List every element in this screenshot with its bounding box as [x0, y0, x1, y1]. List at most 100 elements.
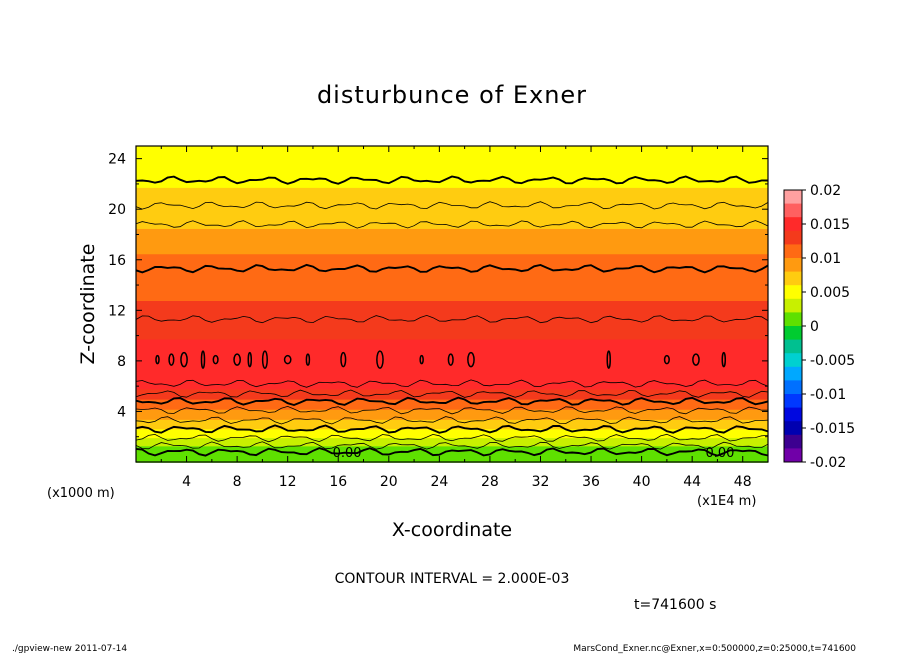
colorbar-band: [784, 285, 802, 300]
contour-line: [135, 441, 769, 450]
contour-band: [136, 168, 768, 188]
contour-cell: [155, 354, 160, 365]
contour-band: [136, 419, 768, 430]
contour-band: [136, 453, 768, 463]
contour-labels: 0.00 0.00: [333, 446, 735, 461]
x-tick-label: 40: [633, 474, 651, 490]
x-tick-label: 24: [430, 474, 448, 490]
y-tick-label: 20: [108, 202, 126, 218]
contour-band: [136, 319, 768, 340]
colorbar-band: [784, 312, 802, 327]
footer-left: ./gpview-new 2011-07-14: [12, 644, 127, 654]
contour-cell: [283, 354, 292, 365]
contour-cell: [467, 351, 475, 368]
contour-cell: [261, 350, 268, 369]
colorbar-tick-label: -0.015: [810, 421, 855, 437]
colorbar-band: [784, 380, 802, 395]
time-stamp: t=741600 s: [634, 597, 716, 613]
contour-band: [136, 367, 768, 380]
contour-cell: [447, 353, 454, 366]
contour-cell: [180, 351, 188, 368]
colorbar-tick-label: 0.005: [810, 285, 850, 301]
contour-line: [135, 175, 769, 185]
y-tick-label: 16: [108, 253, 126, 269]
contour-band: [136, 388, 768, 400]
colorbar-band: [784, 190, 802, 205]
contour-band: [136, 187, 768, 207]
contour-line: [135, 389, 769, 398]
plot-area: 0.00 0.00 4 8 12 16 20 24 28 32 36 40 44 48 48121620…: [108, 145, 769, 490]
chart-title: disturbunce of Exner: [317, 81, 587, 109]
contour-cell: [340, 351, 347, 368]
contour-lines: [135, 175, 769, 457]
x-tick-label: 20: [380, 474, 398, 490]
contour-band: [136, 408, 768, 420]
contour-cell: [692, 353, 700, 366]
contour-cell: [233, 353, 241, 366]
x-axis-label: X-coordinate: [392, 519, 512, 541]
colorbar-band: [784, 421, 802, 436]
colorbar-band: [784, 244, 802, 259]
contour-fill-bands: [136, 146, 768, 463]
x-tick-label: 48: [734, 474, 752, 490]
colorbar-band: [784, 434, 802, 449]
contour-cell: [376, 350, 384, 369]
contour-band: [136, 300, 768, 321]
x-tick-label: 36: [582, 474, 600, 490]
y-tick-label: 24: [108, 152, 126, 168]
contour-cell: [212, 354, 219, 365]
x-tick-label: 8: [233, 474, 242, 490]
x-tick-label: 44: [683, 474, 701, 490]
contour-line: [135, 201, 769, 210]
contour-line: [135, 405, 768, 415]
x-tick-label: 32: [532, 474, 550, 490]
contour-band: [136, 228, 768, 255]
contour-band: [136, 398, 768, 410]
contour-line: [135, 396, 769, 407]
y-axis-unit: (x1000 m): [47, 486, 115, 501]
colorbar-tick-label: 0: [810, 319, 819, 335]
colorbar-tick-label: -0.02: [810, 455, 846, 471]
convection-cells: [155, 350, 727, 369]
contour-cell: [606, 350, 611, 369]
y-tick-label: 12: [108, 303, 126, 319]
colorbar-band: [784, 258, 802, 273]
colorbar-band: [784, 394, 802, 409]
colorbar-band: [784, 407, 802, 422]
contour-line: [135, 416, 769, 425]
contour-label: 0.00: [333, 446, 362, 461]
colorbar-band: [784, 353, 802, 368]
contour-band: [136, 146, 768, 154]
contour-band: [136, 152, 768, 169]
contour-label: 0.00: [705, 446, 734, 461]
colorbar-band: [784, 448, 802, 463]
colorbar-band: [784, 217, 802, 232]
x-tick-label: 28: [481, 474, 499, 490]
x-tick-label: 12: [279, 474, 297, 490]
x-axis-unit: (x1E4 m): [697, 494, 756, 509]
contour-interval-note: CONTOUR INTERVAL = 2.000E-03: [335, 571, 570, 587]
colorbar: 0.02 0.015 0.01 0.005 0 -0.005 -0.01 -0.015 -0.0…: [783, 183, 855, 471]
x-tick-label: 4: [182, 474, 191, 490]
contour-band: [136, 253, 768, 279]
colorbar-band: [784, 271, 802, 286]
contour-cell: [200, 350, 206, 369]
contour-line: [135, 379, 769, 388]
colorbar-bands: [784, 190, 802, 463]
plot-frame: [135, 145, 769, 463]
contour-cell: [168, 353, 175, 366]
colorbar-band: [784, 326, 802, 341]
y-tick-label: 8: [117, 354, 126, 370]
colorbar-tick-label: 0.015: [810, 217, 850, 233]
contour-band: [136, 437, 768, 447]
y-axis-ticks: 4 8 12 16 20 24: [108, 152, 768, 438]
contour-band: [136, 338, 768, 356]
x-tick-label: 16: [329, 474, 347, 490]
y-axis-label: Z-coordinate: [77, 244, 99, 365]
footer-right: MarsCond_Exner.nc@Exner,x=0:500000,z=0:2…: [573, 644, 856, 654]
contour-line: [135, 447, 769, 457]
colorbar-tick-label: -0.01: [810, 387, 846, 403]
colorbar-tick-label: -0.005: [810, 353, 855, 369]
contour-cell: [663, 354, 670, 365]
colorbar-band: [784, 298, 802, 313]
